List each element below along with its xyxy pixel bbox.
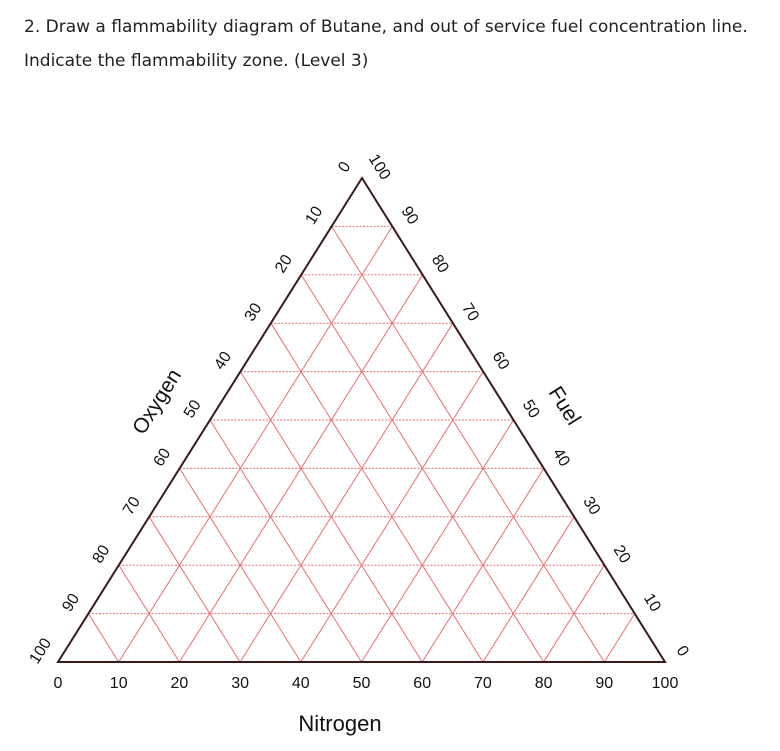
bottom-tick-label: 100 — [652, 675, 679, 692]
grid-line — [87, 613, 120, 663]
triangle-frame — [56, 176, 667, 663]
bottom-tick-label: 0 — [54, 675, 63, 692]
grid-line — [148, 516, 241, 663]
bottom-tick-label: 80 — [535, 675, 553, 692]
grid-line — [331, 226, 605, 663]
grid-line — [603, 613, 636, 663]
left-tick-label: 40 — [211, 349, 235, 373]
bottom-axis-title: Nitrogen — [298, 711, 381, 736]
bottom-tick-label: 30 — [231, 675, 249, 692]
left-tick-label: 90 — [59, 591, 83, 615]
right-tick-label: 10 — [640, 591, 664, 615]
grid-line — [482, 516, 575, 663]
right-tick-label: 90 — [398, 204, 422, 228]
left-tick-label: 10 — [302, 203, 326, 227]
left-tick-label: 100 — [27, 635, 56, 667]
grid-line — [209, 419, 362, 663]
grid-line — [239, 371, 423, 663]
left-tick-label: 30 — [242, 300, 266, 324]
bottom-tick-label: 60 — [413, 675, 431, 692]
left-axis-title: Oxygen — [128, 365, 186, 439]
grid-line — [118, 564, 180, 663]
left-tick-label: 70 — [120, 494, 144, 518]
bottom-tick-label: 10 — [110, 675, 128, 692]
left-tick-label: 60 — [150, 445, 174, 469]
right-tick-label: 30 — [579, 494, 603, 518]
left-tick-label: 80 — [90, 542, 114, 566]
right-tick-label: 20 — [610, 542, 634, 566]
left-tick-label: 50 — [181, 397, 205, 421]
right-tick-label: 40 — [549, 446, 573, 470]
right-tick-label: 50 — [519, 397, 543, 421]
bottom-tick-label: 40 — [292, 675, 310, 692]
grid-line — [361, 419, 514, 663]
right-tick-label: 80 — [428, 252, 452, 276]
bottom-tick-label: 90 — [595, 675, 613, 692]
right-tick-label: 70 — [458, 300, 482, 324]
right-tick-label: 0 — [673, 643, 692, 660]
grid-line — [118, 226, 393, 663]
grid-line — [270, 322, 484, 663]
grid-line — [179, 468, 302, 663]
left-tick-label: 0 — [335, 159, 354, 176]
question-text: 2. Draw a flammability diagram of Butane… — [24, 17, 748, 71]
bottom-tick-label: 70 — [474, 675, 492, 692]
grid-line — [300, 274, 545, 663]
right-tick-label: 100 — [365, 151, 394, 183]
grid-line — [239, 322, 454, 663]
right-tick-label: 60 — [488, 349, 512, 373]
right-axis-title: Fuel — [544, 382, 585, 429]
left-tick-label: 20 — [272, 252, 296, 276]
bottom-tick-label: 20 — [171, 675, 189, 692]
bottom-tick-label: 50 — [353, 675, 371, 692]
